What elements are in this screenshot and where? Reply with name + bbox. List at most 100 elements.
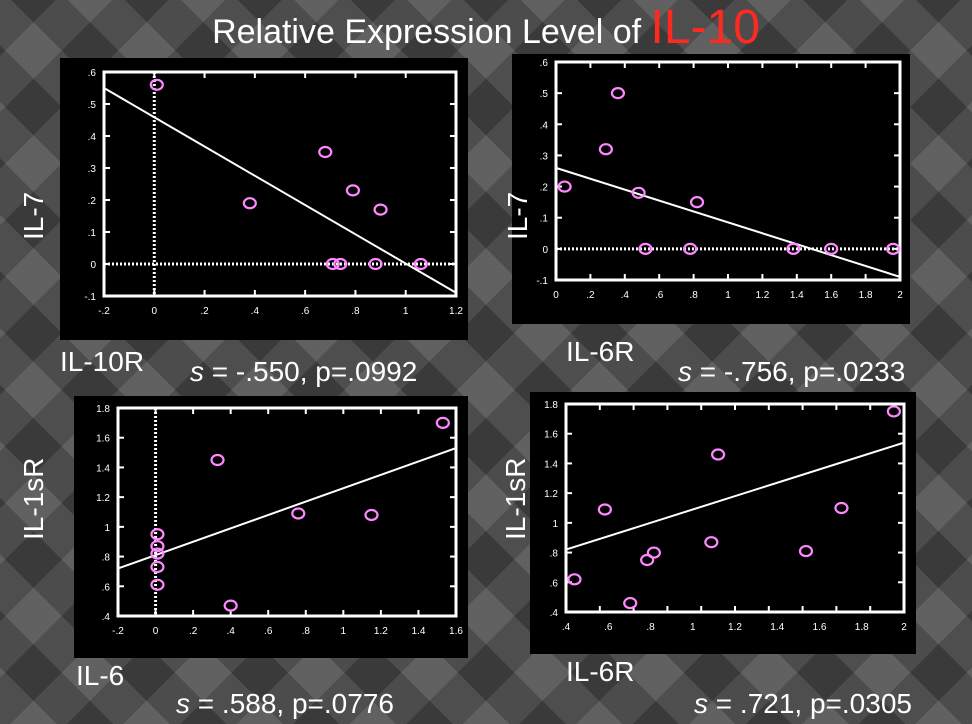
y-tick-label: .1 (540, 214, 549, 225)
data-point (834, 501, 849, 515)
data-point (640, 553, 655, 567)
x-tick-label: 1.8 (859, 290, 873, 301)
y-tick-label: .8 (550, 549, 559, 560)
x-tick-label: 1 (725, 290, 731, 301)
x-tick-label: .8 (689, 290, 698, 301)
data-point (798, 544, 814, 558)
data-point (150, 547, 165, 560)
data-point (223, 599, 238, 612)
data-point (149, 78, 164, 91)
x-tick-label: 1.6 (824, 290, 838, 301)
chart-2-stat: s = -.756, p=.0233 (678, 356, 905, 388)
x-tick-label: .4 (251, 306, 260, 317)
y-tick-label: 0 (542, 245, 548, 256)
x-tick-label: 2 (901, 622, 907, 633)
chart-1: -.2 0 .2 .4 .6 .8 1 1.2 -.1 0 .1 .2 .3 .4 .5 .6 (84, 68, 463, 317)
y-tick-label: .2 (540, 183, 549, 194)
x-tick-label: 1.6 (813, 622, 827, 633)
y-tick-label: .3 (88, 164, 97, 175)
x-tick-label: .4 (226, 626, 235, 637)
chart-3-stat: s = .588, p=.0776 (176, 688, 394, 720)
x-tick-label: -.2 (112, 626, 124, 637)
y-tick-label: .4 (88, 132, 97, 143)
chart-4-ylabel: IL-1sR (500, 457, 531, 540)
data-point (886, 405, 901, 418)
x-tick-label: 1.2 (374, 626, 388, 637)
plot-frame (116, 406, 458, 618)
y-tick-label: -.1 (536, 276, 548, 287)
data-point (368, 257, 383, 271)
y-tick-label: 1 (104, 523, 110, 534)
y-tick-label: .4 (102, 612, 111, 623)
data-point (638, 242, 653, 255)
panel-4: .4 .6 .8 1 1.2 1.4 1.6 1.8 2 .4 .6 .8 1 1.2 1.4 1.6 1.8 (530, 392, 916, 654)
x-tick-label: 1.2 (449, 306, 463, 317)
y-tick-label: 1.6 (544, 430, 558, 441)
panel-2: 0 .2 .4 .6 .8 1 1.2 1.4 1.6 1.8 2 -.1 0 .1 .2 .3 .4 .5 .6 (512, 54, 910, 324)
chart-4-stat: s = .721, p=.0305 (694, 688, 912, 720)
regression-line (103, 87, 457, 294)
y-tick-label: .2 (88, 196, 97, 207)
y-tick-label: .5 (540, 89, 549, 100)
chart-4-xlabel: IL-6R (566, 656, 635, 687)
title-prefix: Relative Expression Level of (212, 13, 651, 51)
regression-line (565, 441, 905, 551)
chart-1-stat: s = -.550, p=.0992 (190, 356, 417, 388)
data-point (567, 573, 582, 586)
data-point (683, 242, 698, 255)
regression-line (555, 166, 901, 278)
data-point (646, 546, 661, 559)
data-point (631, 186, 646, 199)
x-tick-label: 0 (153, 626, 159, 637)
data-point (557, 180, 572, 193)
x-tick-label: 1.2 (728, 622, 742, 633)
y-tick-label: .6 (550, 578, 559, 589)
panel-1: -.2 0 .2 .4 .6 .8 1 1.2 -.1 0 .1 .2 .3 .4 .5 .6 (60, 58, 468, 340)
y-tick-label: .4 (550, 608, 559, 619)
x-tick-label: .6 (655, 290, 664, 301)
y-tick-label: 1.2 (96, 493, 110, 504)
chart-3-stat-text: = .588, p=.0776 (190, 688, 394, 719)
chart-1-stat-symbol: s (190, 356, 204, 387)
chart-2-stat-symbol: s (678, 356, 692, 387)
chart-1-xlabel: IL-10R (60, 346, 145, 377)
x-tick-label: .2 (189, 626, 198, 637)
x-tick-label: 0 (152, 306, 158, 317)
y-tick-label: -.1 (84, 292, 96, 303)
x-tick-label: 1 (341, 626, 347, 637)
data-point (318, 145, 333, 159)
x-tick-label: .6 (264, 626, 273, 637)
y-tick-label: .8 (102, 553, 111, 564)
y-tick-label: .3 (540, 151, 549, 162)
y-tick-label: .6 (540, 58, 549, 69)
x-tick-label: .8 (302, 626, 311, 637)
data-point (242, 197, 257, 210)
x-tick-label: .8 (351, 306, 360, 317)
data-point (210, 453, 225, 467)
x-tick-label: 1 (403, 306, 409, 317)
regression-line (117, 447, 457, 570)
data-point (711, 448, 726, 461)
data-point (598, 143, 613, 156)
y-tick-label: 1.6 (96, 434, 110, 445)
data-point (689, 196, 705, 209)
y-tick-label: 1 (552, 519, 558, 530)
chart-3-ylabel: IL-1sR (18, 457, 49, 540)
chart-3: -.2 0 .2 .4 .6 .8 1 1.2 1.4 1.6 .4 .6 .8 1 1.2 1.4 1.6 1.… (96, 404, 463, 637)
data-point (610, 87, 626, 100)
data-point (345, 184, 361, 197)
y-tick-label: 1.4 (544, 459, 558, 470)
y-tick-label: .4 (540, 120, 549, 131)
data-point (704, 536, 719, 549)
title-highlight: IL-10 (650, 1, 760, 54)
y-tick-label: 1.8 (544, 400, 558, 411)
data-point (435, 416, 450, 429)
x-tick-label: 1.4 (770, 622, 784, 633)
x-tick-label: .4 (621, 290, 630, 301)
x-tick-label: 1.4 (411, 626, 425, 637)
data-point (291, 507, 306, 520)
data-point (150, 578, 165, 591)
data-point (373, 203, 388, 216)
chart-3-stat-symbol: s (176, 688, 190, 719)
x-tick-label: 1.4 (790, 290, 804, 301)
